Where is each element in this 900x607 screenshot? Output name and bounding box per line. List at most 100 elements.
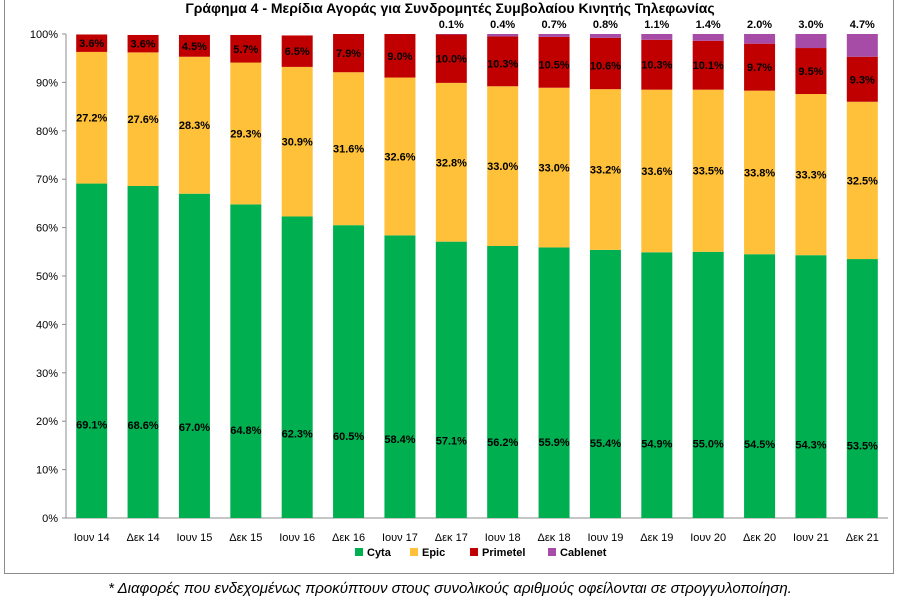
rounding-footnote: * Διαφορές που ενδεχομένως προκύπτουν στ…	[108, 580, 792, 597]
x-tick-label: Δεκ 20	[743, 532, 776, 544]
bar-cyta-segment	[538, 247, 570, 518]
bar-epic-segment	[76, 51, 108, 184]
bar-epic-segment	[281, 66, 313, 217]
legend-swatch-primetel	[470, 548, 478, 556]
bar-primetel-segment	[589, 37, 621, 90]
bar-epic-segment	[846, 101, 878, 260]
chart-frame	[4, 0, 894, 574]
bar-primetel-segment	[384, 34, 416, 78]
bar-primetel-segment	[744, 43, 776, 91]
x-tick-label: Ιουν 18	[485, 532, 521, 544]
y-tick-label: 0%	[42, 513, 58, 525]
bar-epic-segment	[589, 89, 621, 250]
bar-cablenet-segment	[589, 34, 621, 38]
bar-primetel-segment	[281, 35, 313, 67]
legend-label-cablenet: Cablenet	[560, 547, 607, 559]
data-label-cyta: 62.3%	[282, 429, 313, 441]
y-tick-label: 10%	[36, 465, 58, 477]
bar-cablenet-segment	[846, 34, 878, 57]
data-label-primetel: 5.7%	[233, 44, 258, 56]
data-label-primetel: 9.0%	[387, 51, 412, 63]
data-label-primetel: 10.6%	[590, 61, 621, 73]
x-tick-label: Δεκ 21	[846, 532, 879, 544]
y-tick-label: 100%	[30, 29, 58, 41]
data-label-cablenet: 0.4%	[490, 19, 515, 31]
bar-primetel-segment	[641, 39, 673, 90]
data-label-epic: 32.5%	[847, 175, 878, 187]
x-tick-label: Δεκ 14	[127, 532, 160, 544]
data-label-epic: 31.6%	[333, 144, 364, 156]
data-label-cyta: 53.5%	[847, 440, 878, 452]
bar-cablenet-segment	[795, 34, 827, 49]
data-label-primetel: 10.3%	[487, 58, 518, 70]
bar-cyta-segment	[230, 204, 262, 519]
bar-cyta-segment	[435, 241, 467, 519]
bar-primetel-segment	[333, 34, 365, 73]
data-label-cyta: 64.8%	[230, 425, 261, 437]
bar-cyta-segment	[333, 225, 365, 518]
bar-primetel-segment	[846, 56, 878, 102]
data-label-cablenet: 0.8%	[593, 19, 618, 31]
bar-primetel-segment	[795, 48, 827, 95]
x-tick-label: Ιουν 21	[793, 532, 829, 544]
data-label-epic: 33.0%	[487, 161, 518, 173]
bar-epic-segment	[230, 62, 262, 205]
bar-cyta-segment	[178, 193, 210, 518]
bar-cablenet-segment	[487, 34, 519, 37]
x-tick-label: Δεκ 19	[640, 532, 673, 544]
bar-cyta-segment	[384, 235, 416, 518]
bar-cyta-segment	[846, 259, 878, 518]
data-label-cyta: 68.6%	[127, 420, 158, 432]
data-label-epic: 33.3%	[795, 170, 826, 182]
data-label-cablenet: 0.7%	[542, 19, 567, 31]
legend-swatch-cablenet	[548, 548, 556, 556]
data-label-primetel: 10.0%	[436, 54, 467, 66]
data-label-cyta: 58.4%	[384, 434, 415, 446]
bar-primetel-segment	[127, 34, 159, 53]
x-tick-label: Ιουν 14	[74, 532, 110, 544]
data-label-epic: 33.2%	[590, 165, 621, 177]
bar-primetel-segment	[435, 34, 467, 83]
bar-primetel-segment	[538, 36, 570, 88]
y-tick-label: 90%	[36, 77, 58, 89]
x-tick-label: Ιουν 17	[382, 532, 418, 544]
bar-epic-segment	[641, 89, 673, 253]
bar-cyta-segment	[641, 252, 673, 518]
data-label-epic: 33.0%	[538, 163, 569, 175]
data-label-primetel: 3.6%	[79, 38, 104, 50]
data-label-primetel: 9.7%	[747, 62, 772, 74]
data-label-cyta: 54.9%	[641, 439, 672, 451]
data-label-cyta: 55.4%	[590, 438, 621, 450]
data-label-primetel: 7.9%	[336, 48, 361, 60]
y-tick-label: 60%	[36, 223, 58, 235]
bar-cyta-segment	[744, 254, 776, 518]
legend-label-primetel: Primetel	[482, 547, 525, 559]
x-tick-label: Δεκ 16	[332, 532, 365, 544]
data-label-primetel: 4.5%	[182, 41, 207, 53]
data-label-cyta: 54.5%	[744, 439, 775, 451]
bar-primetel-segment	[230, 34, 262, 63]
data-label-cyta: 67.0%	[179, 422, 210, 434]
bar-primetel-segment	[692, 40, 724, 90]
bar-primetel-segment	[76, 34, 108, 52]
y-tick-label: 40%	[36, 319, 58, 331]
bar-epic-segment	[384, 77, 416, 236]
data-label-primetel: 3.6%	[131, 39, 156, 51]
stacked-bar-chart: 0% 10% 20% 30% 40% 50% 60% 70% 80% 90% 100% 69.1% 27…	[30, 19, 888, 559]
x-tick-label: Ιουν 15	[176, 532, 212, 544]
data-label-epic: 32.6%	[384, 151, 415, 163]
y-tick-label: 30%	[36, 368, 58, 380]
bar-epic-segment	[744, 90, 776, 255]
chart-title: Γράφημα 4 - Μερίδια Αγοράς για Συνδρομητ…	[185, 0, 715, 16]
bar-cablenet-segment	[538, 34, 570, 37]
data-label-cablenet: 1.4%	[696, 19, 721, 31]
x-tick-label: Ιουν 20	[690, 532, 726, 544]
bar-cablenet-segment	[692, 34, 724, 41]
y-tick-label: 50%	[36, 271, 58, 283]
bar-epic-segment	[538, 87, 570, 248]
x-tick-label: Ιουν 16	[279, 532, 315, 544]
data-label-primetel: 10.1%	[693, 60, 724, 72]
x-tick-label: Δεκ 18	[538, 532, 571, 544]
bar-cyta-segment	[76, 183, 108, 518]
data-label-primetel: 10.5%	[538, 59, 569, 71]
